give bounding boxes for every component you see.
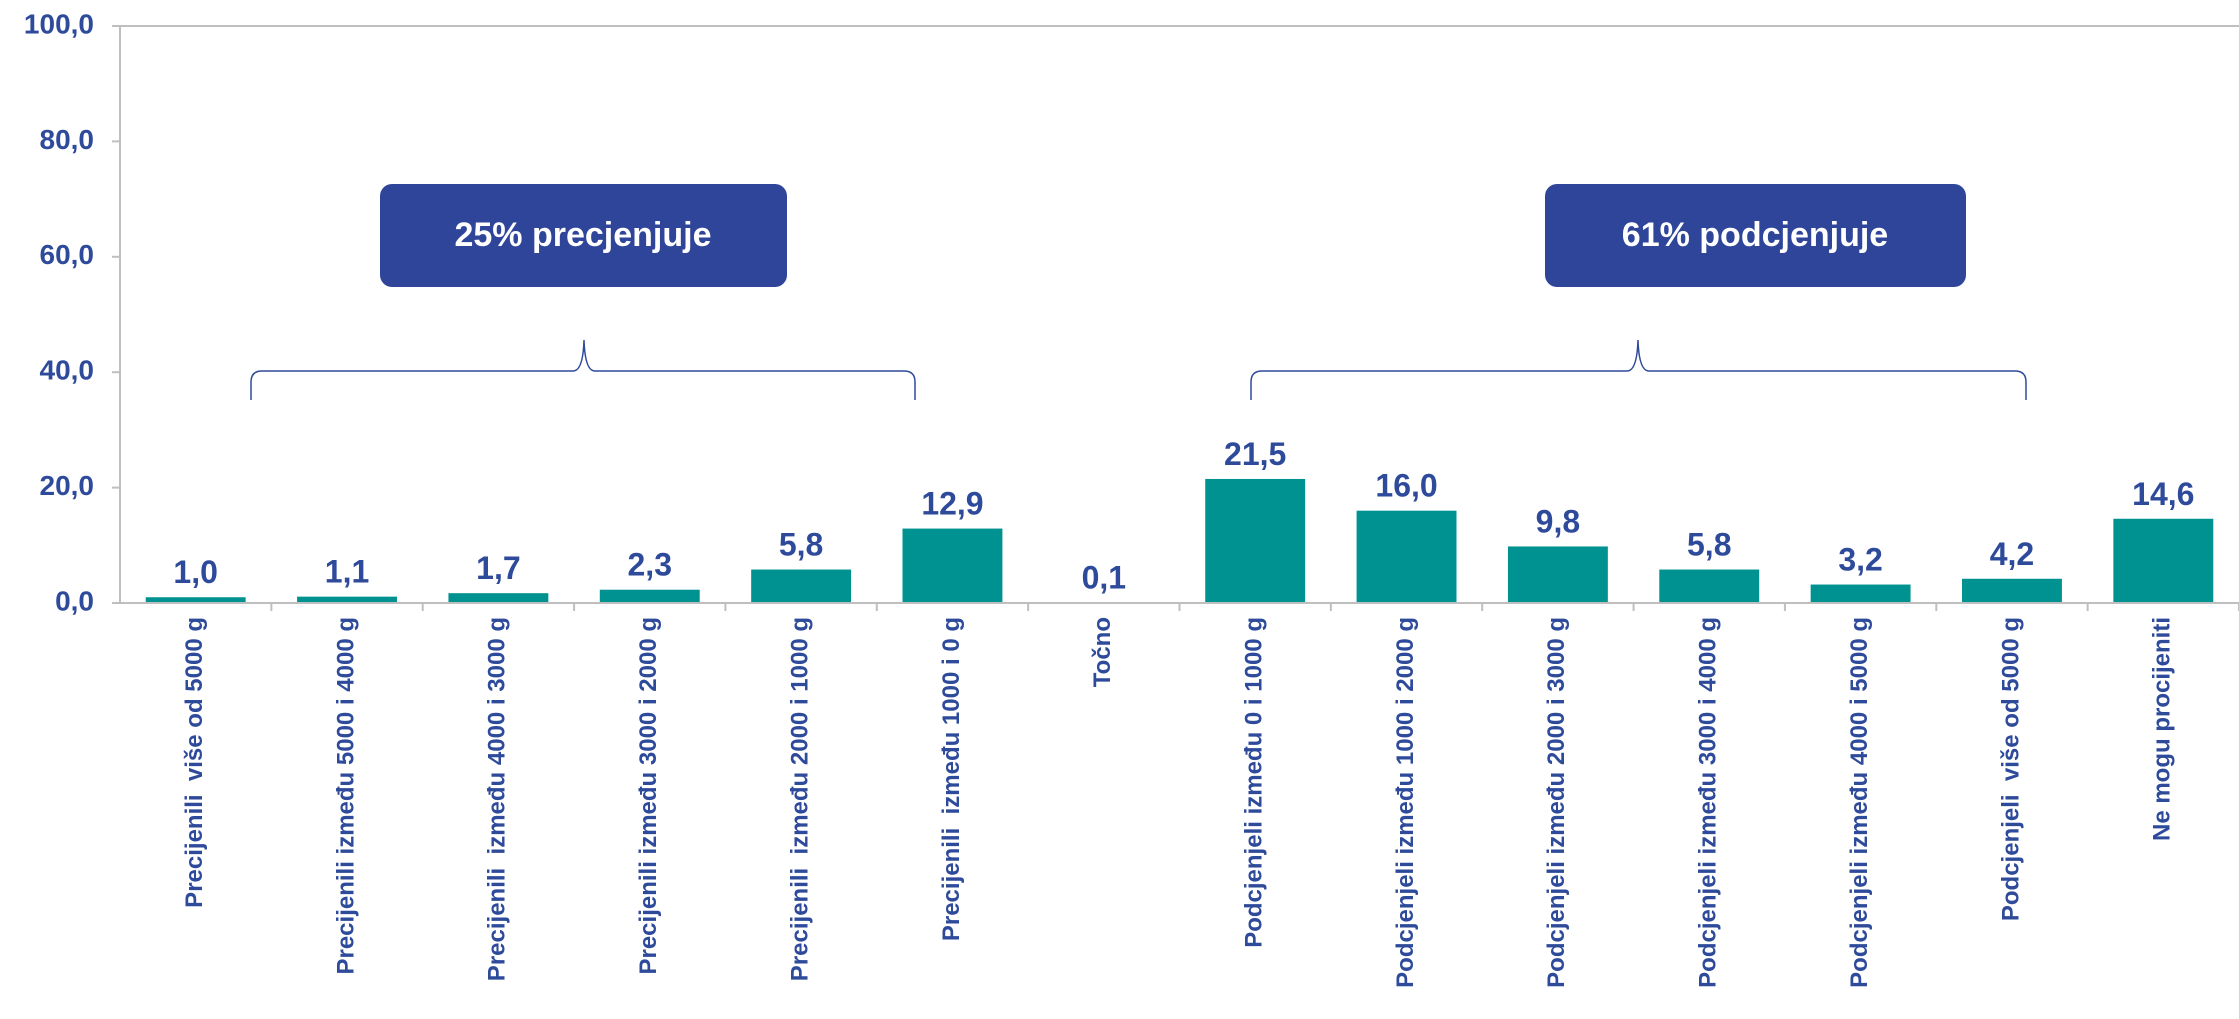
value-label: 1,0 — [173, 554, 217, 590]
x-tick-label: Podcjenjeli između 2000 i 3000 g — [1543, 617, 1570, 988]
bar — [1356, 510, 1457, 603]
value-label: 14,6 — [2132, 476, 2194, 512]
bar — [297, 596, 397, 603]
bar — [599, 589, 700, 603]
value-label: 5,8 — [1687, 527, 1731, 563]
bar — [448, 593, 549, 603]
value-label: 4,2 — [1990, 536, 2034, 572]
value-label: 21,5 — [1224, 436, 1286, 472]
bar — [2113, 518, 2214, 603]
value-label: 1,1 — [325, 554, 369, 590]
y-tick-label: 100,0 — [24, 8, 94, 39]
bar — [1507, 546, 1608, 603]
bar — [1810, 584, 1911, 603]
bar — [145, 597, 246, 603]
value-label: 12,9 — [921, 486, 983, 522]
value-label: 0,1 — [1082, 559, 1126, 595]
value-label: 16,0 — [1375, 468, 1437, 504]
y-tick-label: 0,0 — [55, 585, 94, 616]
bar — [1205, 478, 1306, 603]
brace — [250, 339, 916, 400]
annotation: 25% precjenjuje — [454, 216, 711, 254]
x-tick-label: Precijenili između 5000 i 4000 g — [332, 617, 359, 975]
x-tick-label: Podcjenjeli između 4000 i 5000 g — [1846, 617, 1873, 988]
x-tick-label: Precijenili između 1000 i 0 g — [938, 617, 965, 941]
bar — [1962, 578, 2062, 603]
x-tick-label: Podcjenjeli između 3000 i 4000 g — [1695, 617, 1722, 988]
bar — [1659, 569, 1760, 603]
x-tick-label: Točno — [1089, 617, 1116, 687]
x-tick-label: Ne mogu procijeniti — [2149, 617, 2176, 841]
x-tick-label: Podcjenjeli više od 5000 g — [1997, 617, 2024, 921]
value-label: 9,8 — [1536, 503, 1580, 539]
annotation-box — [380, 184, 787, 287]
x-tick-label: Podcjenjeli između 0 i 1000 g — [1241, 617, 1268, 948]
x-tick-label: Precijenili više od 5000 g — [181, 617, 208, 908]
value-label: 1,7 — [476, 550, 520, 586]
annotation-box — [1545, 184, 1966, 287]
bar — [751, 569, 852, 603]
brace — [1250, 339, 2027, 400]
x-tick-label: Precijenili između 2000 i 1000 g — [786, 617, 813, 981]
bar — [902, 528, 1003, 603]
x-tick-label: Podcjenjeli između 1000 i 2000 g — [1392, 617, 1419, 988]
y-tick-label: 20,0 — [40, 470, 95, 501]
y-tick-label: 40,0 — [40, 355, 95, 386]
value-label: 2,3 — [628, 547, 672, 583]
annotation: 61% podcjenjuje — [1622, 216, 1888, 254]
value-label: 3,2 — [1838, 542, 1882, 578]
x-tick-label: Precijenili između 4000 i 3000 g — [484, 617, 511, 981]
value-label: 5,8 — [779, 527, 823, 563]
x-tick-label: Precijenili između 3000 i 2000 g — [635, 617, 662, 975]
y-tick-label: 60,0 — [40, 239, 95, 270]
y-tick-label: 80,0 — [40, 124, 95, 155]
